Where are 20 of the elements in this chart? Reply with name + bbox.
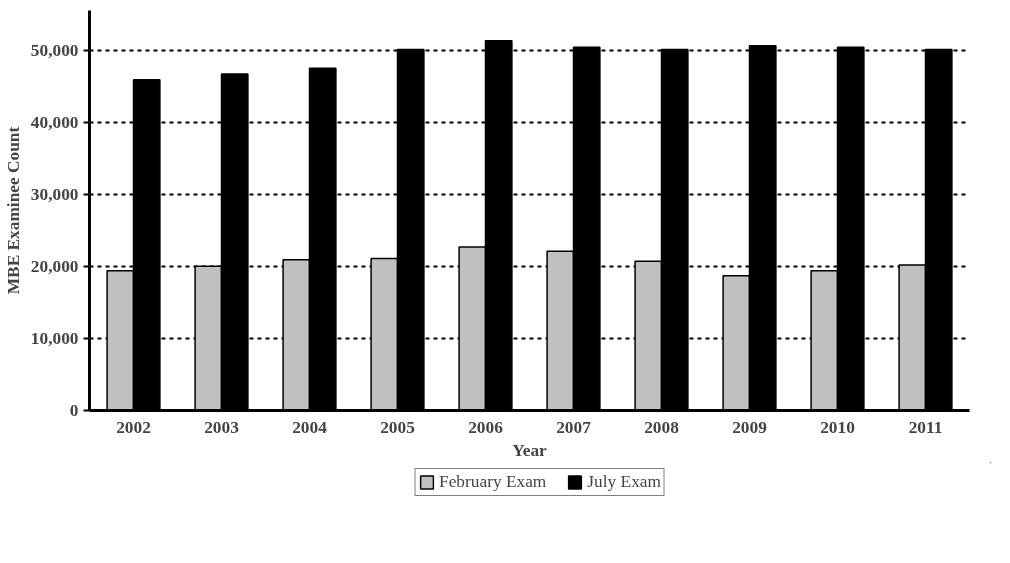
y-tick-label: 30,000 [30,184,79,204]
y-axis-title: MBE Examinee Count [3,126,23,295]
x-tick-label: 2008 [644,417,680,437]
x-tick-label: 2010 [820,417,855,437]
legend-label: February Exam [439,472,547,492]
x-tick-label: 2011 [908,417,943,437]
y-tick-label: 50,000 [30,40,79,60]
y-tick-label: 40,000 [30,112,79,132]
x-tick-label: 2005 [380,417,416,437]
x-tick-label: 2004 [292,417,328,437]
x-tick-label: 2009 [732,417,768,437]
legend-label: July Exam [587,472,661,492]
x-tick-label: 2003 [204,417,240,437]
x-tick-label: 2006 [468,417,504,437]
y-tick-label: 0 [69,401,79,420]
x-tick-label: 2007 [556,417,592,437]
y-tick-label: 10,000 [30,328,79,348]
x-axis-title: Year [512,440,548,460]
y-tick-label: 20,000 [30,256,79,276]
x-tick-label: 2002 [116,417,151,437]
